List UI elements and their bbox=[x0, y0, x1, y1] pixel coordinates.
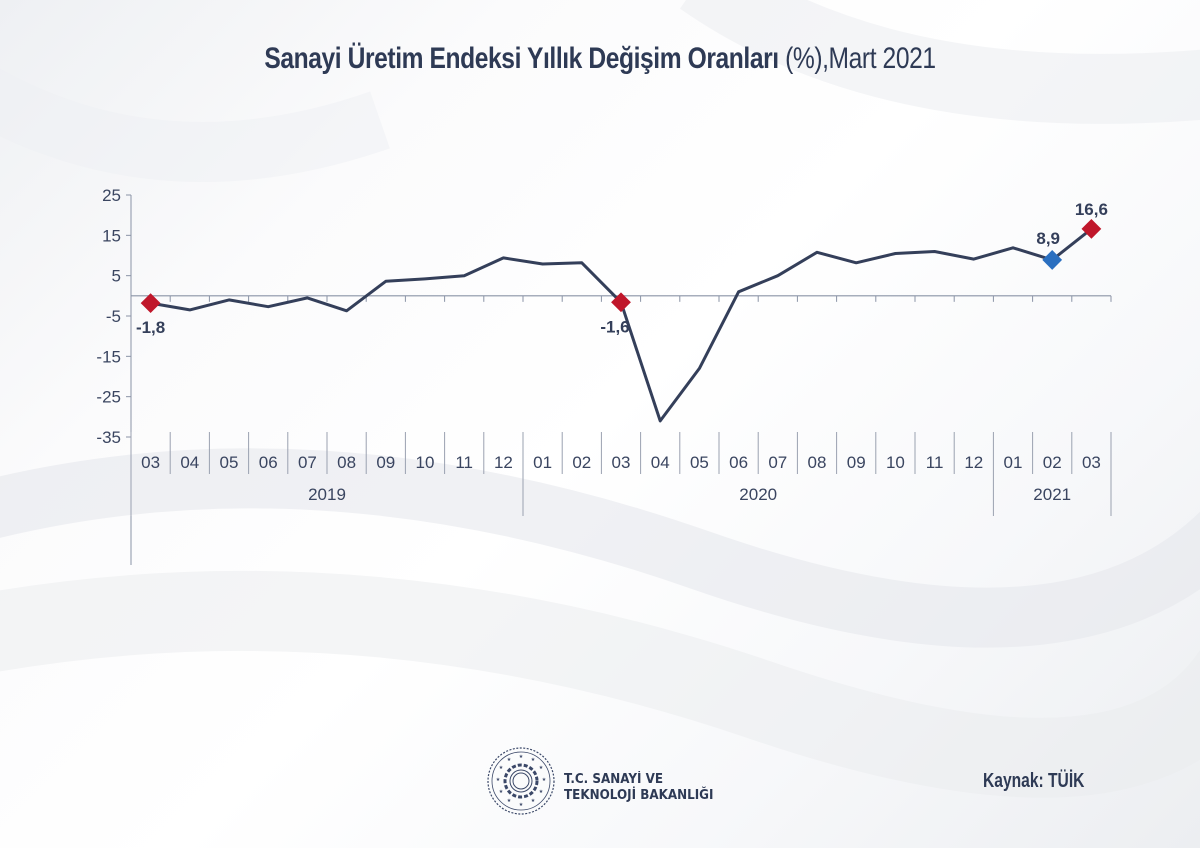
x-tick-label: 03 bbox=[1082, 453, 1101, 472]
x-tick-label: 05 bbox=[220, 453, 239, 472]
year-label: 2021 bbox=[1033, 485, 1071, 504]
x-tick-label: 07 bbox=[298, 453, 317, 472]
highlight-marker bbox=[1081, 218, 1102, 239]
svg-text:★: ★ bbox=[542, 777, 547, 783]
x-tick-label: 02 bbox=[1043, 453, 1062, 472]
data-label: 16,6 bbox=[1075, 200, 1108, 219]
x-tick-label: 06 bbox=[729, 453, 748, 472]
x-tick-label: 04 bbox=[651, 453, 670, 472]
ministry-name: T.C. SANAYİ VE TEKNOLOJİ BAKANLIĞI bbox=[564, 772, 713, 804]
y-tick-label: -25 bbox=[96, 388, 121, 407]
x-tick-label: 12 bbox=[964, 453, 983, 472]
y-tick-label: -15 bbox=[96, 347, 121, 366]
y-tick-label: -5 bbox=[106, 307, 121, 326]
x-tick-label: 03 bbox=[612, 453, 631, 472]
x-tick-label: 10 bbox=[416, 453, 435, 472]
data-source: Kaynak: TÜİK bbox=[983, 770, 1085, 792]
svg-text:★: ★ bbox=[507, 798, 512, 804]
x-tick-label: 11 bbox=[926, 453, 944, 472]
ministry-emblem-icon: ★ ★★ ★★★ ★★★ ★★★ bbox=[487, 747, 555, 815]
ministry-name-line2: TEKNOLOJİ BAKANLIĞI bbox=[564, 788, 714, 803]
svg-text:★: ★ bbox=[539, 789, 544, 795]
x-tick-label: 09 bbox=[376, 453, 395, 472]
x-tick-label: 02 bbox=[572, 453, 591, 472]
x-tick-label: 12 bbox=[494, 453, 513, 472]
year-label: 2020 bbox=[739, 485, 777, 504]
svg-text:★: ★ bbox=[507, 757, 512, 763]
data-label: -1,8 bbox=[136, 318, 165, 337]
highlight-marker bbox=[1042, 250, 1063, 270]
y-tick-label: 5 bbox=[112, 267, 121, 286]
svg-text:★: ★ bbox=[539, 765, 544, 771]
svg-text:★: ★ bbox=[499, 765, 504, 771]
svg-text:★: ★ bbox=[496, 777, 501, 783]
x-tick-label: 08 bbox=[337, 453, 356, 472]
x-tick-label: 04 bbox=[180, 453, 199, 472]
x-tick-label: 05 bbox=[690, 453, 709, 472]
y-tick-label: 25 bbox=[102, 186, 121, 205]
highlight-marker bbox=[140, 293, 161, 313]
svg-text:★: ★ bbox=[519, 802, 524, 808]
chart-title: Sanayi Üretim Endeksi Yıllık Değişim Ora… bbox=[108, 42, 1092, 76]
x-tick-label: 08 bbox=[808, 453, 827, 472]
svg-text:★: ★ bbox=[519, 754, 524, 760]
svg-text:★: ★ bbox=[531, 798, 536, 804]
y-tick-label: -35 bbox=[96, 428, 121, 447]
title-suffix: (%),Mart 2021 bbox=[778, 42, 936, 75]
y-tick-label: 15 bbox=[102, 226, 121, 245]
x-tick-label: 01 bbox=[1004, 453, 1023, 472]
highlight-marker bbox=[611, 292, 631, 313]
x-tick-label: 03 bbox=[141, 453, 160, 472]
data-label: -1,6 bbox=[600, 317, 629, 336]
x-tick-label: 10 bbox=[886, 453, 905, 472]
x-tick-label: 11 bbox=[455, 453, 473, 472]
svg-text:★: ★ bbox=[531, 757, 536, 763]
data-label: 8,9 bbox=[1036, 229, 1060, 248]
x-tick-label: 06 bbox=[259, 453, 278, 472]
year-label: 2019 bbox=[308, 485, 346, 504]
ministry-name-line1: T.C. SANAYİ VE bbox=[564, 772, 664, 787]
svg-text:★: ★ bbox=[499, 789, 504, 795]
title-main: Sanayi Üretim Endeksi Yıllık Değişim Ora… bbox=[264, 42, 779, 75]
x-tick-label: 09 bbox=[847, 453, 866, 472]
x-tick-label: 07 bbox=[768, 453, 787, 472]
x-tick-label: 01 bbox=[533, 453, 552, 472]
